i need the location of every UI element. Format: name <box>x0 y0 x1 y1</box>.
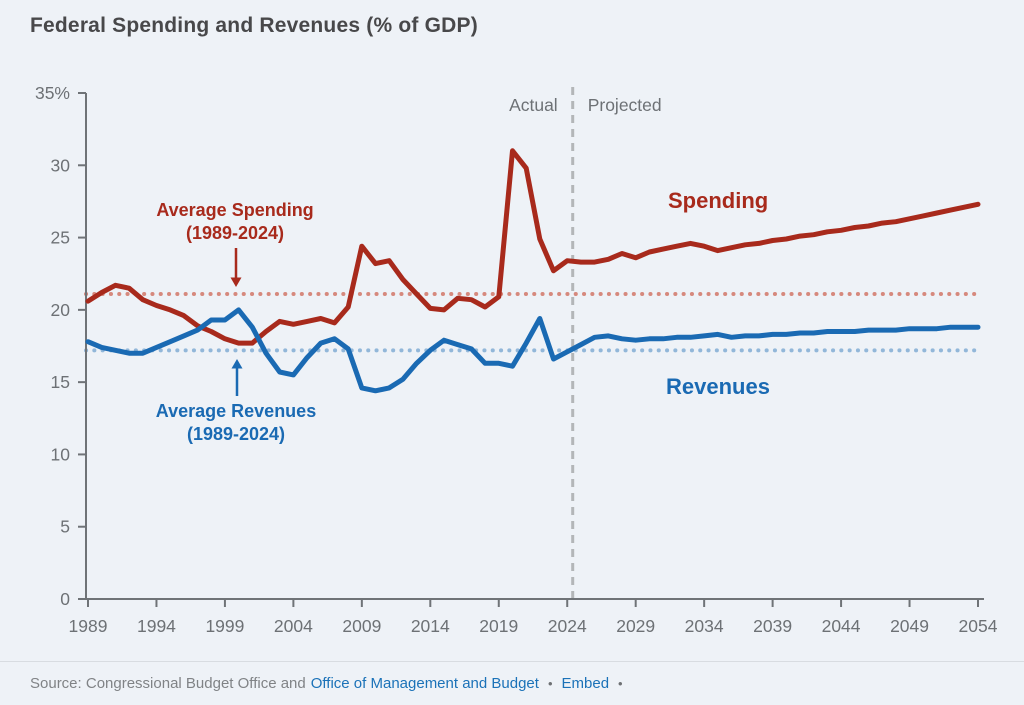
average-revenues-annotation: Average Revenues (1989-2024) <box>156 359 316 444</box>
y-tick-label: 5 <box>60 517 70 537</box>
annotation-sublabel: (1989-2024) <box>187 424 285 444</box>
revenues-series-label: Revenues <box>666 374 770 399</box>
arrow-head-icon <box>230 277 242 287</box>
x-tick-label: 2004 <box>274 616 313 636</box>
separator-dot-2: • <box>618 676 623 691</box>
annotation-sublabel: (1989-2024) <box>186 223 284 243</box>
x-tick-label: 2049 <box>890 616 929 636</box>
y-tick-label: 10 <box>51 444 71 464</box>
x-tick-label: 1989 <box>69 616 108 636</box>
y-tick-label: 0 <box>60 589 70 609</box>
footer: Source: Congressional Budget Office and … <box>0 661 1024 705</box>
x-tick-label: 2029 <box>616 616 655 636</box>
x-tick-label: 1994 <box>137 616 176 636</box>
x-tick-label: 1999 <box>205 616 244 636</box>
separator-dot: • <box>547 676 553 691</box>
embed-link[interactable]: Embed <box>561 675 610 692</box>
axes <box>85 93 984 600</box>
chart-title: Federal Spending and Revenues (% of GDP) <box>30 14 478 37</box>
y-tick-label: 20 <box>51 300 71 320</box>
revenues-line <box>85 307 981 394</box>
y-tick-label: 35% <box>35 83 70 103</box>
x-tick-label: 2024 <box>548 616 587 636</box>
x-tick-label: 2034 <box>685 616 724 636</box>
projected-label: Projected <box>588 95 662 115</box>
x-tick-label: 2014 <box>411 616 450 636</box>
x-tick-label: 2054 <box>959 616 998 636</box>
annotation-label: Average Spending <box>156 200 313 220</box>
x-tick-label: 2039 <box>753 616 792 636</box>
annotation-label: Average Revenues <box>156 401 316 421</box>
x-tick-label: 2009 <box>342 616 381 636</box>
spending-series-label: Spending <box>668 188 768 213</box>
spending-line <box>85 148 981 346</box>
arrow-head-icon <box>231 359 243 369</box>
x-tick-label: 2044 <box>822 616 861 636</box>
y-tick-label: 30 <box>51 155 71 175</box>
y-tick-label: 25 <box>51 228 70 248</box>
source-text: Source: Congressional Budget Office and <box>30 675 306 692</box>
x-tick-label: 2019 <box>479 616 518 636</box>
average-spending-annotation: Average Spending (1989-2024) <box>156 200 314 287</box>
source-link-omb[interactable]: Office of Management and Budget <box>310 675 539 692</box>
actual-label: Actual <box>509 95 558 115</box>
spending-revenues-chart: Actual Projected 0 5 10 15 20 25 30 35% 1989 1994 19… <box>35 83 998 636</box>
y-tick-label: 15 <box>51 372 70 392</box>
